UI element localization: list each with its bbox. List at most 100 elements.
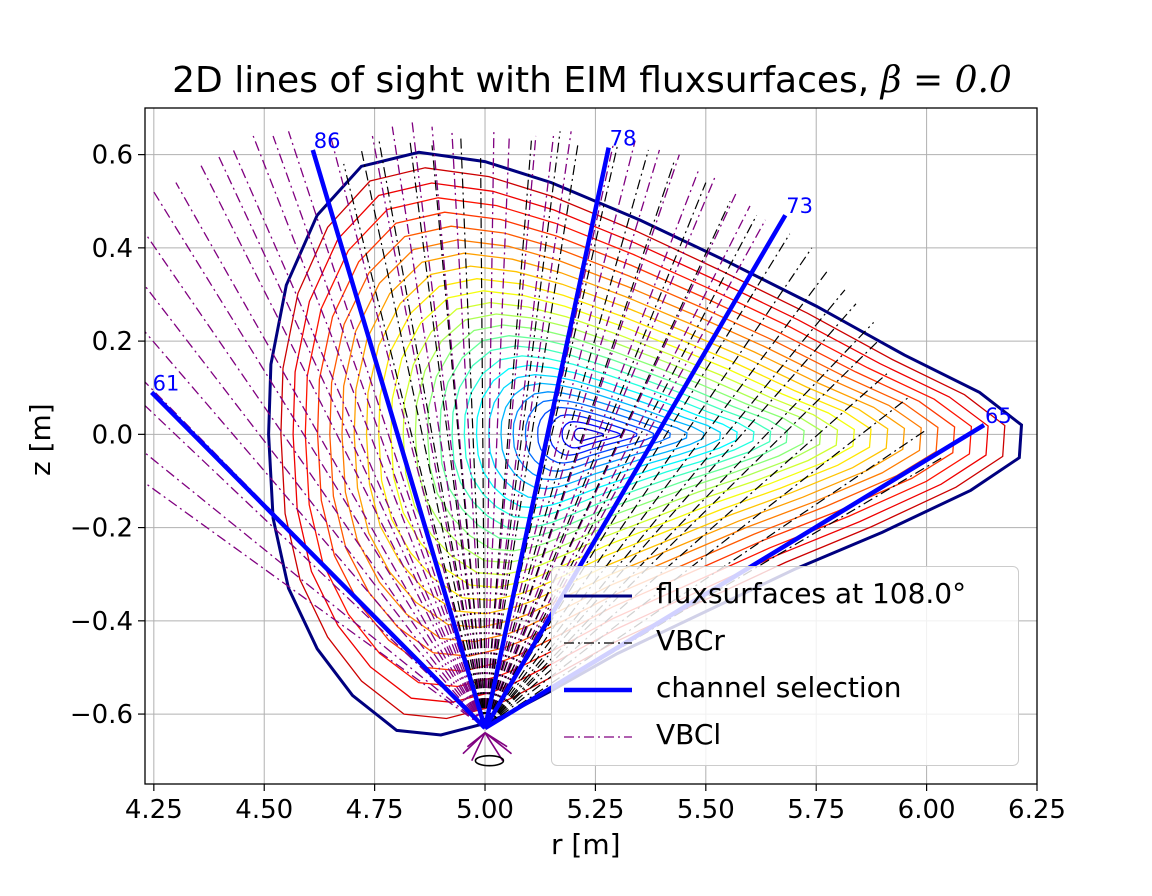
- channel-label: 65: [985, 404, 1012, 428]
- vbcl-line: [391, 126, 486, 729]
- vbcl-line: [199, 163, 486, 729]
- vbcl-line: [153, 191, 486, 729]
- flux-surface-contour: [524, 399, 671, 472]
- vbcr-line: [484, 270, 828, 729]
- vbcl-line: [484, 149, 661, 729]
- channel-label: 73: [786, 194, 813, 218]
- flux-surface-contour: [402, 301, 839, 576]
- legend-swatch-vbcr: [564, 642, 632, 644]
- y-tick-label: 0.2: [92, 327, 133, 357]
- vbcr-line: [484, 145, 579, 729]
- flux-surface-contour: [353, 252, 906, 629]
- vbcl-line: [232, 149, 486, 729]
- channel-label: 61: [153, 371, 180, 395]
- vbcr-line: [484, 214, 758, 729]
- legend-item-channel-selection: channel selection: [552, 667, 1018, 713]
- vbcr-line: [343, 163, 486, 729]
- vbcl-line: [484, 732, 504, 762]
- x-tick-label: 4.50: [235, 795, 293, 825]
- legend-swatch-fluxsurfaces: [564, 594, 632, 598]
- flux-surface-contour: [292, 182, 989, 703]
- vbcr-line: [484, 140, 532, 729]
- x-tick-label: 5.00: [456, 795, 514, 825]
- legend-item-fluxsurfaces: fluxsurfaces at 108.0°: [552, 573, 1018, 619]
- x-axis-label: r [m]: [551, 828, 621, 861]
- vbcl-line: [371, 135, 486, 729]
- vbcl-line: [175, 182, 486, 729]
- vbcr-line: [484, 182, 707, 729]
- y-tick-label: 0.4: [92, 234, 133, 264]
- legend-label-vbcl: VBCl: [656, 718, 722, 751]
- y-tick-label: −0.4: [70, 607, 133, 637]
- vbcl-line: [145, 404, 486, 729]
- axes-frame: [144, 107, 1038, 785]
- vbcl-line: [484, 205, 751, 729]
- vbcl-line: [287, 131, 486, 729]
- flux-surface-contour: [463, 355, 755, 519]
- vbcl-line: [217, 154, 486, 729]
- x-tick-label: 5.50: [677, 795, 735, 825]
- chart-title-text: 2D lines of sight with EIM fluxsurfaces,: [172, 60, 881, 101]
- chart-title: 2D lines of sight with EIM fluxsurfaces,…: [0, 60, 1152, 101]
- flux-surface-contour: [488, 373, 722, 499]
- axis-ticks: 4.25 4.50 4.75 5.00 5.25 5.50 5.75 6.00 6.25 −0.6…: [70, 141, 1066, 825]
- flux-surface-contour: [549, 414, 638, 456]
- channel-line: [483, 214, 788, 730]
- vbcl-line: [411, 121, 486, 729]
- flux-surface-contour: [365, 265, 889, 615]
- legend-item-vbcl: VBCl: [552, 714, 1018, 760]
- legend-item-vbcr: VBCr: [552, 620, 1018, 666]
- flux-surface-contour: [512, 391, 688, 481]
- legend-label-channel-selection: channel selection: [656, 671, 902, 704]
- vbcr-line: [484, 247, 813, 729]
- channel-label: 78: [610, 127, 637, 151]
- flux-surface-contour: [390, 290, 855, 589]
- vbcl-line: [484, 732, 513, 755]
- x-tick-label: 5.25: [566, 795, 624, 825]
- vbcl-line: [272, 135, 486, 729]
- channel-label: 86: [314, 129, 341, 153]
- channel-line: [150, 390, 487, 730]
- vbcl-line: [145, 330, 486, 729]
- vbcr-line: [484, 149, 649, 729]
- vbcr-line: [484, 289, 846, 729]
- channel-line: [310, 149, 488, 729]
- legend-label-vbcr: VBCr: [656, 624, 725, 657]
- flux-surface-contour: [414, 313, 822, 564]
- vbcr-line: [484, 303, 857, 729]
- vbcl-line: [252, 135, 486, 729]
- x-tick-label: 6.25: [1008, 795, 1066, 825]
- vbcl-line: [145, 482, 486, 729]
- vbcl-line: [484, 140, 636, 729]
- legend-swatch-vbcl: [564, 736, 632, 738]
- y-tick-label: −0.2: [70, 514, 133, 544]
- plot-data: [145, 121, 1024, 767]
- vbcr-line: [480, 154, 486, 729]
- y-tick-label: 0.6: [92, 141, 133, 171]
- legend-label-fluxsurfaces: fluxsurfaces at 108.0°: [656, 577, 967, 610]
- vbcl-line: [484, 135, 537, 729]
- vbcr-line: [431, 145, 486, 729]
- vbcr-line: [484, 200, 731, 729]
- x-tick-label: 5.75: [787, 795, 845, 825]
- x-tick-label: 4.75: [346, 795, 404, 825]
- vbcl-line: [145, 452, 486, 729]
- vbcr-line: [484, 322, 875, 729]
- vbcl-line: [329, 135, 486, 729]
- vbcr-line: [360, 149, 486, 729]
- vbcl-line: [462, 732, 486, 755]
- vbcl-line: [484, 219, 766, 729]
- flux-surface-contour: [475, 364, 738, 509]
- vbcr-line: [484, 233, 791, 729]
- channel-line: [482, 147, 611, 729]
- vbcl-line: [471, 732, 486, 762]
- legend: fluxsurfaces at 108.0° VBCr channel sele…: [551, 566, 1019, 766]
- vbcr-line: [484, 131, 561, 729]
- vbcl-line: [145, 284, 486, 729]
- y-tick-label: −0.6: [70, 700, 133, 730]
- flux-surface-contour: [329, 225, 939, 657]
- x-tick-label: 4.25: [125, 795, 183, 825]
- x-tick-label: 6.00: [898, 795, 956, 825]
- y-axis-label: z [m]: [24, 403, 57, 476]
